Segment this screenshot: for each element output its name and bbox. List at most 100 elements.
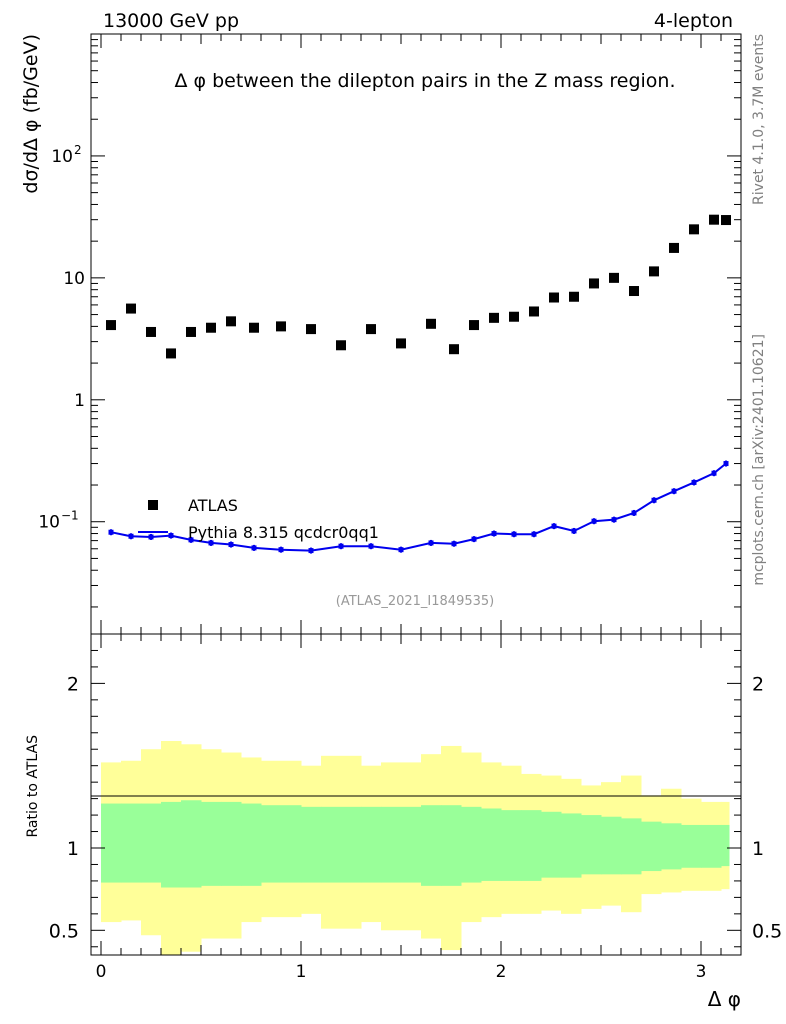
data-point [206,322,216,333]
data-point [276,321,286,332]
ratio-stat-uncertainty-band [701,824,722,868]
mc-point [491,531,497,537]
mc-point [108,529,114,535]
ratio-plot-panel: 0.5 0.5 1 1 2 2 [49,633,782,956]
ratio-stat-uncertainty-band [241,803,262,886]
ratio-stat-uncertainty-band [461,806,482,883]
data-point [689,224,699,235]
data-point [669,242,679,253]
y-tick-label-exponent: −1 [61,509,79,523]
data-point [529,306,539,317]
y-axis-title: dσ/dΔ φ (fb/GeV) [20,34,42,194]
y-tick-label: 10 [51,147,73,167]
mc-point [711,470,717,476]
data-point [336,340,346,351]
ratio-stat-uncertainty-band [601,816,622,875]
ratio-stat-uncertainty-band [201,801,222,886]
data-point [469,320,479,331]
mc-point [591,518,597,524]
ratio-stat-uncertainty-band [221,801,242,886]
mc-point [471,536,477,542]
y-tick-label-exponent: 2 [74,143,82,157]
ratio-stat-uncertainty-band [141,803,162,883]
ratio-stat-uncertainty-band [541,811,562,878]
data-point [629,286,639,297]
mc-point [671,488,677,494]
ratio-stat-uncertainty-band [421,805,442,886]
x-tick-label: 1 [296,962,307,982]
ratio-stat-uncertainty-band [361,806,382,883]
rivet-version-label: Rivet 4.1.0, 3.7M events [751,34,767,205]
ratio-y-tick-label-right: 2 [752,673,764,695]
ratio-stat-uncertainty-band [521,810,542,881]
ratio-stat-uncertainty-band [261,805,302,883]
x-axis-title: Δ φ [708,987,741,1011]
ratio-stat-uncertainty-band [101,803,122,883]
mc-point [531,531,537,537]
data-point [249,322,259,333]
header-energy-label: 13000 GeV pp [103,10,239,32]
mc-point [148,534,154,540]
mc-point [338,543,344,549]
data-point [449,344,459,355]
mc-point [691,479,697,485]
x-tick-labels: 0 1 2 3 [96,962,707,982]
ratio-stat-uncertainty-band [721,824,730,867]
data-point [186,326,196,337]
mc-point [188,537,194,543]
mc-point [571,528,577,534]
mc-point [551,523,557,529]
mc-point [251,545,257,551]
data-point [649,266,659,277]
legend-data-label: ATLAS [188,496,238,515]
mc-point [611,517,617,523]
data-point [549,292,559,303]
ratio-stat-uncertainty-band [181,800,202,888]
mc-point [723,461,729,467]
header-process-label: 4-lepton [654,10,733,32]
mc-point [631,510,637,516]
ratio-stat-uncertainty-band [121,803,142,883]
mc-point [511,531,517,537]
ratio-stat-uncertainty-band [441,805,462,886]
mcplots-credit-label: mcplots.cern.ch [arXiv:2401.10621] [751,334,767,586]
ratio-stat-uncertainty-band [621,818,642,875]
data-point [146,326,156,337]
x-tick-label: 0 [96,962,107,982]
ratio-stat-uncertainty-band [381,806,422,883]
ratio-stat-uncertainty-band [301,806,322,883]
ratio-stat-uncertainty-band [481,808,502,881]
data-point [226,316,236,327]
ratio-stat-uncertainty-band [581,815,602,875]
chart-title: Δ φ between the dilepton pairs in the Z … [174,70,675,92]
data-point [489,312,499,323]
data-point [106,320,116,331]
x-tick-label: 3 [696,962,707,982]
y-tick-label: 10 [38,513,60,533]
mc-point [128,533,134,539]
data-point [366,324,376,335]
data-point [721,215,731,226]
legend-mc-label: Pythia 8.315 qcdcr0qq1 [188,523,379,542]
data-point [126,303,136,314]
mc-point [208,540,214,546]
mc-point [278,547,284,553]
x-tick-label: 2 [496,962,507,982]
mc-point [451,541,457,547]
mc-series-group [108,460,729,554]
mc-point [428,540,434,546]
legend-data-marker [148,500,158,510]
y-tick-label: 10 [63,269,85,289]
ratio-y-tick-label-right: 1 [752,838,764,860]
ratio-stat-uncertainty-band [641,821,662,872]
data-series-group [106,214,731,359]
mc-point [651,497,657,503]
data-point [509,311,519,322]
data-point [569,291,579,302]
data-point [426,318,436,329]
data-point [306,324,316,335]
data-point [166,348,176,359]
ratio-stat-uncertainty-band [321,806,362,883]
